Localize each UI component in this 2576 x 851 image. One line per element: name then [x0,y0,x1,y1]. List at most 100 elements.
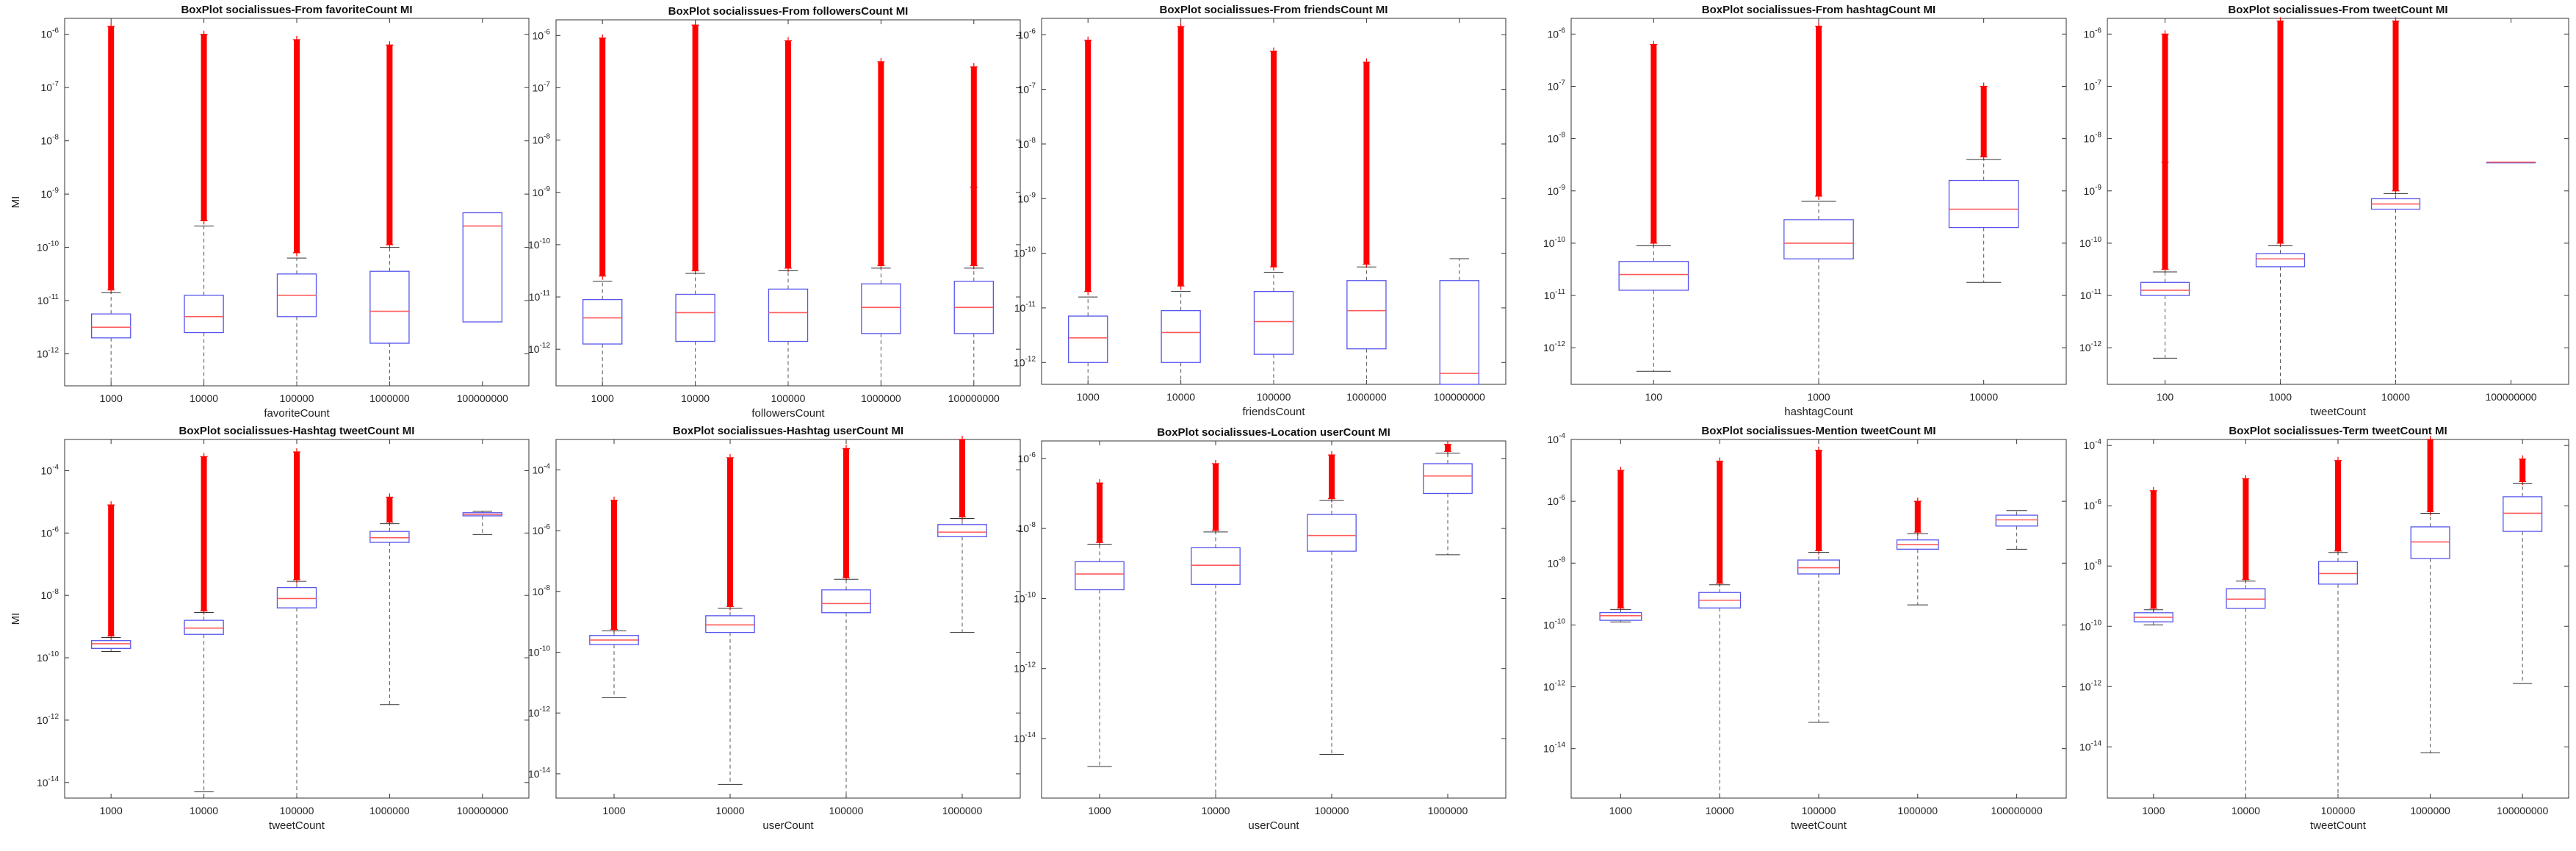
ytick-label: 10-8 [1018,137,1036,150]
outlier-marker [1084,36,1092,44]
iqr-box [1253,290,1294,355]
box-10000 [1191,459,1241,799]
xlabel: userCount [1248,819,1299,832]
outlier-band [843,448,849,578]
outlier-marker [386,493,394,501]
ytick-label: 10-14 [1014,731,1036,744]
outlier-marker [200,453,208,461]
outlier-band [878,61,884,266]
iqr-box [1599,611,1642,621]
outlier-marker [1328,451,1335,459]
xtick-label: 1000 [1609,805,1632,816]
outlier-marker [1084,287,1092,295]
iqr-box [1797,559,1840,575]
panel-title: BoxPlot socialissues-From tweetCount MI [2228,4,2447,16]
xtick-label: 100000 [280,392,314,404]
box-10000 [2226,475,2266,799]
outlier-marker [610,496,618,504]
iqr-box [1948,179,2019,229]
xtick-label: 10000 [1969,391,1998,403]
iqr-box [582,298,623,345]
iqr-box [1075,561,1125,591]
boxplot-panel-2: BoxPlot socialissues-From followersCount… [528,5,1021,420]
outlier-band [2150,490,2157,608]
ytick-label: 10-11 [529,290,551,303]
outlier-band [108,26,115,290]
xtick-label: 10000 [1166,391,1195,403]
ytick-label: 10-4 [41,463,59,476]
xtick-label: 100000000 [1991,805,2043,816]
panel-title: BoxPlot socialissues-Mention tweetCount … [1701,425,1935,437]
ytick-label: 10-10 [37,650,59,664]
ytick-label: 10-11 [37,293,59,306]
ytick-label: 10-10 [1543,236,1565,249]
ytick-label: 10-4 [1548,432,1566,445]
outlier-marker [2242,575,2250,584]
xlabel: userCount [762,819,814,832]
box-1000 [1599,467,1642,622]
box-100000 [276,448,317,799]
outlier-marker [1913,528,1922,536]
box-100000000 [1995,510,2038,550]
ytick-label: 10-6 [1548,494,1566,507]
ytick-label: 10-12 [37,713,59,726]
iqr-box [276,586,317,608]
ytick-label: 10-10 [1014,246,1036,259]
box-1000000 [1896,498,1939,606]
xtick-label: 100000 [829,805,864,816]
outlier-marker [726,453,734,462]
outlier-band [201,456,207,611]
iqr-box [184,620,224,635]
xlabel: tweetCount [2310,819,2367,832]
xtick-label: 1000000 [369,805,410,816]
xtick-label: 1000 [1807,391,1830,403]
box-100 [2140,30,2190,359]
box-100000 [1797,446,1840,723]
box-1000 [91,22,131,387]
outlier-marker [1270,263,1277,271]
ytick-label: 10-10 [1014,591,1036,604]
outlier-marker [1913,498,1922,506]
xlabel: friendsCount [1242,406,1305,418]
xtick-label: 100000 [1257,391,1291,403]
xtick-label: 10000 [716,805,745,816]
xtick-label: 100000000 [2497,805,2548,816]
ytick-label: 10-9 [1018,191,1036,204]
ytick-label: 10-6 [1548,26,1566,40]
ylabel: MI [10,196,22,209]
outlier-marker [1177,23,1185,31]
panel-title: BoxPlot socialissues-From favoriteCount … [181,4,412,16]
iqr-box [184,295,224,334]
xtick-label: 100000 [771,392,806,404]
outlier-band [2162,34,2168,270]
outlier-band [1363,62,1370,265]
outlier-band [1980,86,1987,157]
box-1000 [582,34,623,387]
box-1000000 [2410,436,2450,753]
outlier-marker [386,41,394,49]
boxplot-panel-10: BoxPlot socialissues-Term tweetCount MI 1… [2079,425,2569,832]
xtick-label: 1000 [2269,391,2292,403]
outlier-band [1914,501,1921,533]
outlier-band [1085,40,1092,292]
box-100 [1618,40,1689,372]
xtick-label: 10000 [681,392,710,404]
box-10000 [1698,457,1742,799]
box-1000 [1068,36,1108,385]
axes-frame [1041,440,1507,799]
outlier-marker [599,272,607,280]
outlier-marker [1212,459,1219,467]
box-100000000 [2503,455,2543,684]
boxplot-panel-1: BoxPlot socialissues-From favoriteCount … [10,4,530,420]
box-1000000 [1346,58,1387,385]
outlier-marker [2519,478,2527,486]
box-100000 [276,35,317,387]
outlier-band [386,497,393,523]
iqr-box [1439,280,1479,385]
xtick-label: 1000000 [942,805,983,816]
xtick-label: 100000 [280,805,314,816]
iqr-box [1423,463,1473,495]
outlier-band [294,39,300,253]
outlier-marker [2334,456,2342,464]
